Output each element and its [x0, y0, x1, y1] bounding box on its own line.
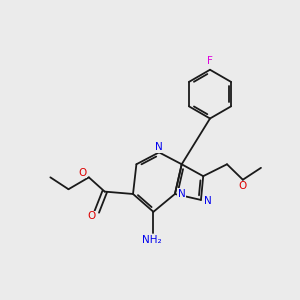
Text: O: O	[87, 211, 96, 221]
Text: O: O	[78, 168, 86, 178]
Text: O: O	[239, 181, 247, 191]
Text: NH₂: NH₂	[142, 235, 162, 245]
Text: F: F	[207, 56, 213, 66]
Text: N: N	[155, 142, 163, 152]
Text: N: N	[204, 196, 212, 206]
Text: N: N	[178, 189, 185, 199]
